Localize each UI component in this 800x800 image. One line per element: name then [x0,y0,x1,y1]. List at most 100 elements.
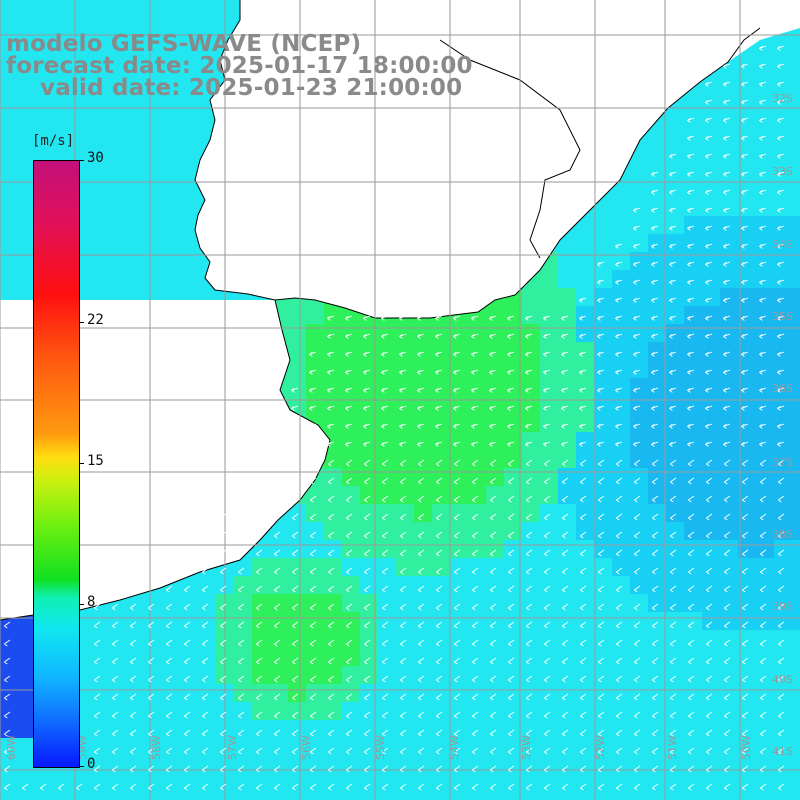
wind-arrow [615,243,623,249]
wind-cell [180,126,198,144]
wind-arrow [723,243,731,249]
wind-cell [90,648,108,666]
wind-cell [180,54,198,72]
wind-cell [90,54,108,72]
wind-arrow [652,585,659,593]
wind-arrow [723,279,731,285]
wind-cell [72,18,90,36]
wind-arrow [651,369,659,375]
wind-cell [774,792,792,800]
wind-arrow [616,567,623,575]
wind-cell [468,414,486,432]
wind-cell [792,702,800,720]
wind-arrow [256,603,263,611]
wind-cell [630,414,648,432]
wind-cell [342,414,360,432]
wind-cell [198,576,216,594]
wind-cell [396,648,414,666]
wind-cell [720,648,738,666]
wind-cell [684,774,702,792]
wind-arrow [544,657,551,665]
wind-cell [774,72,792,90]
wind-cell [378,576,396,594]
wind-arrow [400,585,407,593]
wind-arrow [273,423,281,429]
wind-arrow [184,621,191,629]
wind-arrow [615,261,623,267]
wind-cell [684,270,702,288]
wind-arrow [490,531,497,539]
wind-arrow [615,315,623,321]
wind-arrow [561,333,569,339]
wind-arrow [220,765,227,773]
wind-arrow [400,603,407,611]
wind-cell [522,702,540,720]
wind-cell [162,144,180,162]
wind-cell [738,216,756,234]
wind-arrow [202,783,209,791]
wind-arrow [454,459,461,467]
wind-cell [702,270,720,288]
wind-arrow [526,747,533,755]
wind-arrow [759,225,767,231]
wind-cell [522,684,540,702]
wind-cell [738,396,756,414]
wind-cell [774,720,792,738]
wind-cell [792,234,800,252]
wind-cell [612,792,630,800]
wind-cell [594,648,612,666]
wind-cell [432,612,450,630]
wind-cell [666,396,684,414]
wind-arrow [292,603,299,611]
wind-arrow [760,513,767,521]
wind-arrow [310,477,317,485]
wind-arrow [580,639,587,647]
wind-cell [738,414,756,432]
wind-cell [630,738,648,756]
wind-arrow [453,423,461,429]
wind-cell [234,594,252,612]
wind-arrow [688,621,695,629]
wind-cell [342,630,360,648]
wind-arrow [544,495,551,503]
wind-cell [666,792,684,800]
wind-cell [36,144,54,162]
wind-cell [450,612,468,630]
wind-arrow [561,441,569,447]
wind-arrow [256,477,263,485]
wind-cell [702,108,720,126]
wind-arrow [705,99,713,105]
wind-cell [756,270,774,288]
wind-cell [522,396,540,414]
wind-arrow [544,693,551,701]
wind-arrow [597,423,605,429]
wind-arrow [418,459,425,467]
wind-arrow [724,657,731,665]
wind-arrow [777,405,785,411]
wind-arrow [310,621,317,629]
wind-arrow [327,423,335,429]
wind-cell [342,342,360,360]
wind-cell [684,558,702,576]
wind-cell [702,360,720,378]
wind-arrow [778,621,785,629]
wind-arrow [490,495,497,503]
wind-cell [576,486,594,504]
wind-cell [450,684,468,702]
wind-arrow [759,117,767,123]
wind-arrow [166,657,173,665]
wind-arrow [777,171,785,177]
wind-cell [180,180,198,198]
wind-arrow [274,765,281,773]
wind-cell [792,324,800,342]
wind-cell [630,540,648,558]
wind-cell [648,774,666,792]
wind-arrow [526,549,533,557]
wind-arrow [670,549,677,557]
wind-cell [162,180,180,198]
wind-cell [414,486,432,504]
wind-arrow [759,45,767,51]
wind-cell [486,558,504,576]
wind-arrow [400,621,407,629]
wind-cell [180,720,198,738]
